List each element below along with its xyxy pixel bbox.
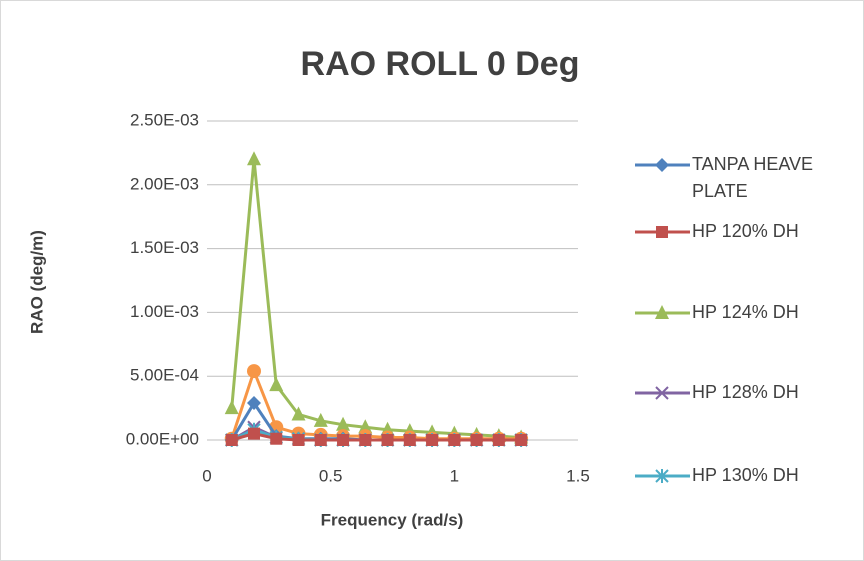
marker (404, 434, 416, 446)
chart-title: RAO ROLL 0 Deg (301, 45, 580, 83)
marker (248, 428, 260, 440)
marker-shape (337, 434, 349, 446)
marker-shape (225, 400, 239, 414)
marker (448, 434, 460, 446)
x-axis-title: Frequency (rad/s) (321, 510, 464, 529)
marker (247, 364, 261, 378)
marker (247, 151, 261, 165)
marker-shape (226, 434, 238, 446)
marker (655, 158, 669, 172)
marker (225, 400, 239, 414)
series-line (232, 159, 521, 437)
legend-label: HP 130% DH (692, 462, 857, 489)
marker-shape (359, 434, 371, 446)
x-tick-label: 0 (202, 466, 211, 485)
marker (359, 434, 371, 446)
x-tick-label: 0.5 (319, 466, 343, 485)
marker-shape (426, 434, 438, 446)
marker-shape (293, 434, 305, 446)
marker-shape (448, 434, 460, 446)
marker (270, 433, 282, 445)
y-tick-label: 5.00E-04 (130, 366, 199, 385)
marker (426, 434, 438, 446)
marker-shape (270, 433, 282, 445)
marker-shape (515, 434, 527, 446)
marker (493, 434, 505, 446)
legend-label: HP 128% DH (692, 379, 857, 406)
marker (656, 226, 668, 238)
x-tick-label: 1.5 (566, 466, 590, 485)
legend-label: HP 120% DH (692, 218, 857, 245)
x-tick-label: 1 (450, 466, 459, 485)
marker (515, 434, 527, 446)
marker (226, 434, 238, 446)
marker-shape (247, 364, 261, 378)
marker (315, 434, 327, 446)
legend-label: HP 124% DH (692, 299, 857, 326)
marker (471, 434, 483, 446)
y-tick-label: 2.50E-03 (130, 110, 199, 129)
marker-shape (404, 434, 416, 446)
marker-shape (248, 428, 260, 440)
marker-shape (247, 151, 261, 165)
legend-label: TANPA HEAVE PLATE (692, 151, 857, 205)
marker-shape (382, 434, 394, 446)
y-tick-label: 1.50E-03 (130, 238, 199, 257)
marker-shape (493, 434, 505, 446)
marker-shape (269, 377, 283, 391)
marker (382, 434, 394, 446)
marker-shape (656, 226, 668, 238)
marker-shape (315, 434, 327, 446)
y-axis-title: RAO (deg/m) (27, 230, 46, 334)
page: RAO ROLL 0 Deg Frequency (rad/s) RAO (de… (0, 0, 864, 561)
marker (293, 434, 305, 446)
marker-shape (471, 434, 483, 446)
marker (337, 434, 349, 446)
marker (269, 377, 283, 391)
y-tick-label: 0.00E+00 (126, 429, 199, 448)
y-tick-label: 2.00E-03 (130, 174, 199, 193)
y-tick-label: 1.00E-03 (130, 302, 199, 321)
marker-shape (655, 158, 669, 172)
